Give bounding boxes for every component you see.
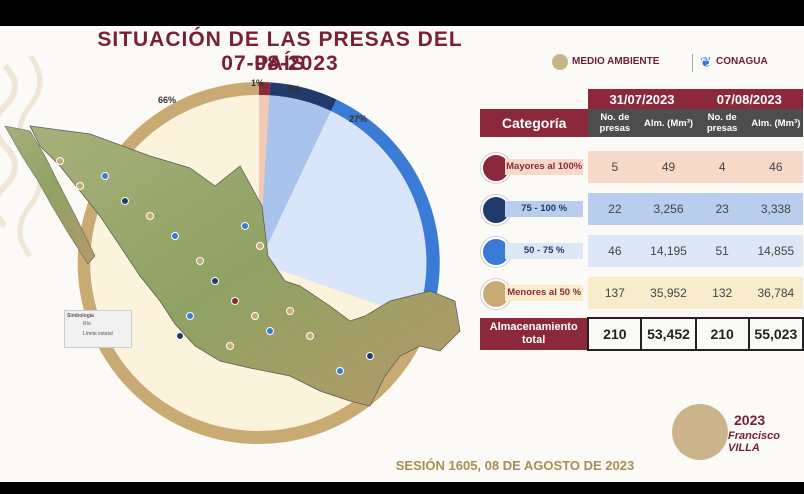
pct-label: 6% (287, 84, 301, 94)
category-label: Menores al 50 % (505, 285, 584, 301)
slide: SITUACIÓN DE LAS PRESAS DEL PAÍS 07-08-2… (0, 26, 804, 482)
wedge-light-50-75 (259, 111, 427, 318)
cell-value: 35,952 (641, 277, 696, 309)
col-header: No. de presas (695, 109, 749, 137)
baja-california (4, 125, 96, 265)
table-row: Mayores al 100% 5 49 4 46 (480, 151, 803, 183)
wedge-light-75-100 (259, 95, 331, 263)
reservoir-markers (56, 157, 374, 375)
cell-value: 14,195 (641, 235, 696, 267)
map-legend: Simbología Río Límite estatal (64, 310, 132, 348)
table-row: 50 - 75 % 46 14,195 51 14,855 (480, 235, 803, 267)
logo-divider (692, 54, 693, 72)
cell-value: 4 (695, 151, 749, 183)
col-header: Alm. (Mm³) (641, 109, 696, 137)
legend-item: Río (83, 321, 91, 327)
pct-label: 1% (251, 78, 265, 88)
badge-name: Francisco VILLA (728, 430, 780, 454)
date-header: 07/08/2023 (695, 89, 803, 109)
legend-title: Simbología (67, 313, 94, 319)
cell-value: 46 (748, 151, 803, 183)
cell-value: 22 (588, 193, 642, 225)
table-row: Menores al 50 % 137 35,952 132 36,784 (480, 277, 803, 309)
category-label: 75 - 100 % (505, 201, 584, 217)
page-title: SITUACIÓN DE LAS PRESAS DEL PAÍS (97, 28, 463, 75)
badge-year: 2023 (734, 412, 766, 428)
date-header: 31/07/2023 (588, 89, 696, 109)
category-label: 50 - 75 % (505, 243, 584, 259)
logos: MEDIO AMBIENTE ❦ CONAGUA (552, 54, 792, 74)
category-header: Categoría (480, 109, 589, 137)
total-value: 210 (694, 317, 750, 351)
category-label: Mayores al 100% (505, 159, 584, 175)
legend-item: Límite estatal (83, 331, 113, 337)
eagle-icon (552, 54, 568, 70)
cell-value: 3,256 (641, 193, 696, 225)
cell-value: 51 (695, 235, 749, 267)
total-value: 55,023 (747, 317, 804, 351)
cell-value: 132 (695, 277, 749, 309)
drop-icon: ❦ (700, 54, 712, 70)
cell-value: 49 (641, 151, 696, 183)
cell-value: 137 (588, 277, 642, 309)
cell-value: 3,338 (748, 193, 803, 225)
pct-label: 66% (158, 95, 177, 105)
dams-table: 31/07/2023 07/08/2023 Categoría No. de p… (480, 89, 804, 351)
table-row: 75 - 100 % 22 3,256 23 3,338 (480, 193, 803, 225)
total-row: Almacenamiento total 210 53,452 210 55,0… (480, 317, 804, 351)
logo-medio-ambiente: MEDIO AMBIENTE (572, 56, 660, 67)
total-label: Almacenamiento total (480, 318, 589, 350)
portrait-icon (672, 404, 728, 460)
cell-value: 36,784 (748, 277, 803, 309)
cell-value: 46 (588, 235, 642, 267)
logo-conagua: CONAGUA (716, 56, 768, 67)
mexico-map (4, 125, 461, 407)
col-header: Alm. (Mm³) (748, 109, 803, 137)
anniversary-badge: 2023 Francisco VILLA (672, 400, 788, 470)
total-value: 210 (587, 317, 643, 351)
ring-mayores (259, 82, 271, 96)
cell-value: 5 (588, 151, 642, 183)
total-value: 53,452 (640, 317, 697, 351)
page-date: 07-08-2023 (221, 52, 339, 75)
ring-75-100 (269, 82, 337, 111)
cell-value: 23 (695, 193, 749, 225)
pct-label: 27% (349, 114, 368, 124)
mainland (29, 125, 461, 407)
col-header: No. de presas (588, 109, 642, 137)
cell-value: 14,855 (748, 235, 803, 267)
session-footer: SESIÓN 1605, 08 DE AGOSTO DE 2023 (395, 458, 635, 473)
